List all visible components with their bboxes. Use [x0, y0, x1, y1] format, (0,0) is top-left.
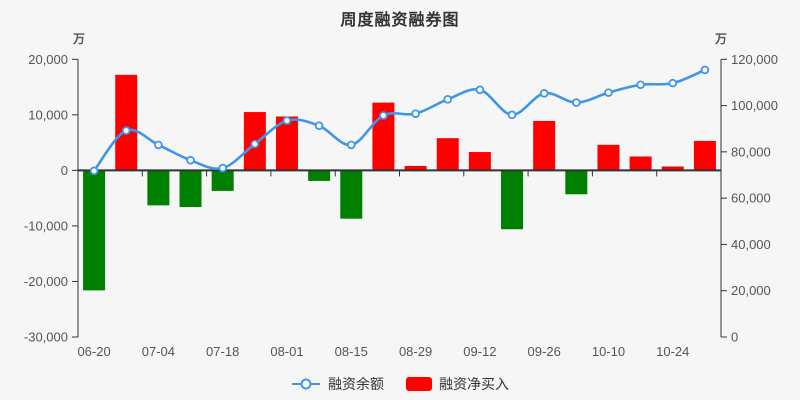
x-tick-label: 08-01 — [270, 344, 303, 359]
x-tick-label: 10-10 — [592, 344, 625, 359]
x-tick-label: 10-24 — [656, 344, 689, 359]
legend-label-financing-balance: 融资余额 — [328, 376, 384, 392]
x-tick-label: 09-12 — [463, 344, 496, 359]
line-marker-06-20 — [89, 166, 99, 176]
right-y-tick-label: 80,000 — [731, 144, 771, 159]
left-y-tick-label: -30,000 — [24, 330, 68, 345]
line-marker-07-11 — [186, 155, 195, 165]
line-marker-06-27 — [121, 126, 131, 135]
right-y-tick-label: 100,000 — [731, 98, 778, 113]
bar-08-29 — [404, 165, 427, 171]
bar-series-icon — [406, 377, 432, 391]
bar-08-15 — [340, 170, 363, 219]
right-y-tick-label: 120,000 — [731, 52, 778, 67]
line-marker-09-26 — [539, 89, 549, 98]
line-marker-08-22 — [379, 111, 388, 120]
bar-09-12 — [468, 152, 491, 171]
x-tick-label: 07-04 — [142, 344, 175, 359]
right-y-tick-label: 40,000 — [731, 237, 771, 252]
line-series-icon — [292, 378, 320, 390]
right-y-tick-label: 60,000 — [731, 191, 771, 206]
bar-09-26 — [533, 120, 556, 171]
line-marker-07-04 — [154, 140, 163, 150]
line-marker-07-18 — [218, 163, 227, 173]
bar-08-01 — [275, 116, 298, 171]
bar-10-17 — [629, 156, 652, 171]
right-y-tick-label: 0 — [731, 330, 738, 345]
bar-06-20 — [83, 170, 106, 291]
x-tick-label: 08-29 — [399, 344, 432, 359]
right-axis-unit-label: 万 — [714, 32, 727, 46]
line-marker-10-17 — [636, 80, 645, 90]
line-marker-10-03 — [572, 98, 581, 107]
bar-07-04 — [147, 170, 170, 206]
bar-07-18 — [211, 170, 234, 191]
left-axis-unit-label: 万 — [72, 32, 85, 46]
x-tick-label: 07-18 — [206, 344, 239, 359]
x-tick-label: 09-26 — [528, 344, 561, 359]
line-marker-09-12 — [475, 85, 485, 95]
line-marker-10-24 — [668, 78, 678, 88]
left-y-tick-label: 0 — [61, 163, 68, 178]
line-marker-10-31 — [700, 65, 710, 75]
line-marker-09-19 — [507, 110, 517, 120]
line-marker-10-10 — [604, 88, 613, 97]
left-y-tick-label: 20,000 — [28, 52, 68, 67]
right-y-tick-label: 20,000 — [731, 283, 771, 298]
x-tick-label: 06-20 — [77, 344, 110, 359]
legend-item-financing-balance[interactable]: 融资余额 — [291, 374, 384, 394]
legend-label-net-buy: 融资净买入 — [439, 376, 509, 392]
line-marker-08-15 — [346, 140, 356, 150]
line-marker-07-25 — [250, 139, 260, 149]
legend: 融资余额 融资净买入 — [0, 374, 800, 394]
line-marker-09-05 — [443, 95, 453, 104]
left-y-tick-label: 10,000 — [28, 107, 68, 122]
bar-10-31 — [693, 140, 716, 171]
line-series-financing-balance — [89, 65, 710, 176]
bar-09-05 — [436, 138, 459, 171]
bar-10-03 — [565, 170, 588, 195]
line-marker-08-01 — [282, 116, 292, 125]
right-y-axis: 0 20,000 40,000 60,000 80,000 100,000 120,000 — [720, 52, 778, 345]
left-y-tick-label: -20,000 — [24, 274, 68, 289]
x-tick-label: 08-15 — [335, 344, 368, 359]
line-marker-08-08 — [314, 121, 324, 131]
left-y-axis: -30,000 -20,000 -10,000 0 10,000 20,000 — [24, 52, 79, 345]
bar-09-19 — [501, 170, 524, 230]
x-axis: 06-20 07-04 07-18 08-01 08-15 08-29 09-12 09-26… — [77, 169, 721, 359]
bar-10-24 — [661, 166, 684, 171]
bar-series-net-buy — [83, 74, 716, 291]
bar-06-27 — [115, 74, 138, 171]
bar-10-10 — [597, 144, 620, 171]
left-y-tick-label: -10,000 — [24, 218, 68, 233]
bar-07-11 — [179, 170, 202, 208]
legend-item-net-buy[interactable]: 融资净买入 — [406, 374, 509, 394]
line-marker-08-29 — [411, 109, 420, 118]
chart-title: 周度融资融券图 — [340, 12, 460, 29]
bar-08-08 — [308, 170, 331, 181]
